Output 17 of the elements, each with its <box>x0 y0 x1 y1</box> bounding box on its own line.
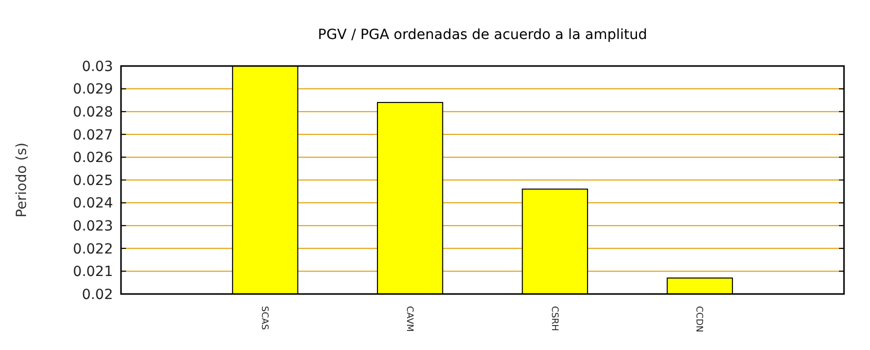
x-tick-label: CCDN <box>694 306 704 332</box>
x-tick-label: SCAS <box>259 306 270 330</box>
y-tick-label: 0.023 <box>72 218 113 234</box>
y-tick-label: 0.03 <box>82 58 113 75</box>
y-tick-label: 0.028 <box>72 104 113 120</box>
y-tick-label: 0.029 <box>72 82 113 98</box>
y-tick-label: 0.027 <box>72 127 113 144</box>
y-tick-label: 0.024 <box>72 196 114 212</box>
chart-title: PGV / PGA ordenadas de acuerdo a la amplitud <box>318 27 648 43</box>
y-tick-label: 0.025 <box>72 172 113 189</box>
y-tick-label: 0.02 <box>82 286 113 303</box>
y-tick-label: 0.026 <box>72 150 114 166</box>
y-axis-title: Periodo (s) <box>14 142 30 218</box>
x-tick-label: CAVM <box>404 306 414 332</box>
x-tick-label: CSRH <box>548 306 559 332</box>
y-tick-label: 0.022 <box>72 241 113 258</box>
y-tick-label: 0.021 <box>72 264 113 280</box>
